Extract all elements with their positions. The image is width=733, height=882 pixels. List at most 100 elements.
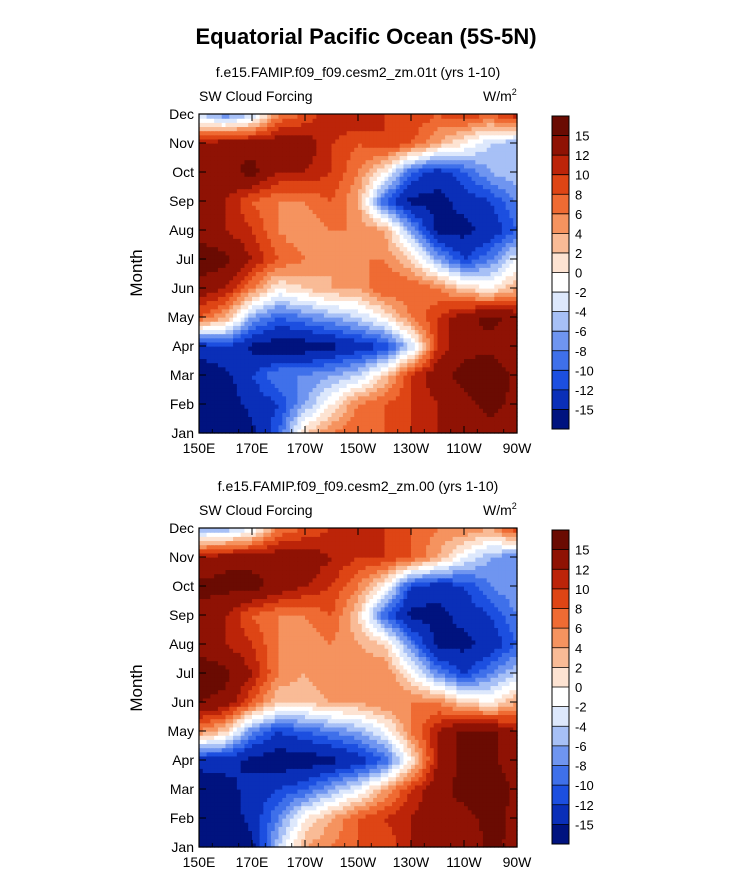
heatmap-cell [456,375,461,380]
heatmap-cell [335,379,340,384]
heatmap-cell [373,242,378,248]
heatmap-cell [475,246,480,252]
heatmap-cell [263,263,268,268]
heatmap-cell [494,387,499,393]
heatmap-cell [289,317,295,322]
heatmap-cell [452,366,458,372]
heatmap-cell [494,412,499,418]
heatmap-cell [422,366,427,372]
heatmap-cell [433,416,439,422]
heatmap-cell [248,184,253,190]
heatmap-cell [358,366,363,372]
heatmap-cell [403,375,408,380]
heatmap-cell [286,317,291,322]
heatmap-cell [414,246,420,252]
heatmap-cell [418,420,423,426]
heatmap-cell [456,238,461,244]
heatmap-cell [354,296,359,302]
heatmap-cell [244,312,249,318]
heatmap-cell [392,271,397,277]
heatmap-cell [452,288,458,293]
heatmap-cell [479,192,484,198]
heatmap-cell [252,283,257,289]
heatmap-cell [505,366,511,372]
heatmap-cell [259,412,264,418]
heatmap-cell [388,370,393,376]
heatmap-cell [505,296,511,302]
heatmap-cell [384,325,389,331]
heatmap-cell [282,416,287,422]
heatmap-cell [252,337,257,343]
heatmap-cell [312,230,317,235]
heatmap-cell [305,213,310,219]
heatmap-cell [411,321,416,326]
heatmap-cell [392,354,397,360]
heatmap-cell [323,184,329,190]
heatmap-cell [471,362,476,368]
heatmap-cell [274,333,280,339]
heatmap-cell [501,217,507,223]
heatmap-cell [248,383,253,389]
heatmap-cell [297,329,302,335]
heatmap-cell [358,408,363,413]
heatmap-cell [274,341,280,347]
heatmap-cell [433,254,439,260]
heatmap-cell [255,424,261,430]
heatmap-cell [384,358,389,364]
heatmap-cell [418,246,423,252]
heatmap-cell [486,209,492,215]
heatmap-cell [448,350,454,355]
heatmap-cell [320,292,325,297]
heatmap-cell [414,234,420,239]
heatmap-cell [509,317,514,322]
heatmap-cell [448,188,454,194]
heatmap-cell [316,275,321,281]
heatmap-cell [263,275,268,281]
heatmap-cell [369,412,374,418]
heatmap-cell [323,337,329,343]
heatmap-cell [482,300,488,306]
heatmap-cell [460,379,465,384]
heatmap-cell [486,379,492,384]
heatmap-cell [498,366,503,372]
heatmap-cell [452,279,458,285]
heatmap-cell [384,267,389,273]
heatmap-cell [263,362,268,368]
heatmap-cell [498,350,503,355]
heatmap-cell [210,296,215,302]
heatmap-cell [274,234,280,239]
heatmap-cell [342,288,348,293]
heatmap-cell [323,375,329,380]
heatmap-cell [278,205,283,210]
heatmap-cell [263,358,268,364]
heatmap-cell [407,366,412,372]
heatmap-cell [456,288,461,293]
heatmap-cell [335,246,340,252]
heatmap-cell [380,213,386,219]
heatmap-cell [308,234,314,239]
heatmap-cell [513,192,518,198]
heatmap-cell [278,201,283,206]
heatmap-cell [437,370,442,376]
heatmap-cell [452,333,458,339]
heatmap-cell [361,234,367,239]
heatmap-cell [327,375,333,380]
heatmap-cell [505,379,511,384]
heatmap-cell [422,267,427,273]
heatmap-cell [452,375,458,380]
heatmap-cell [467,387,473,393]
heatmap-cell [426,213,431,219]
heatmap-cell [274,184,280,190]
heatmap-cell [482,234,488,239]
heatmap-cell [380,196,386,202]
heatmap-cell [418,217,423,223]
heatmap-cell [358,209,363,215]
heatmap-cell [418,408,423,413]
heatmap-cell [418,221,423,227]
heatmap-cell [414,387,420,393]
heatmap-cell [297,275,302,281]
heatmap-cell [422,259,427,264]
heatmap-cell [350,271,355,277]
heatmap-cell [305,424,310,430]
heatmap-cell [210,416,215,422]
